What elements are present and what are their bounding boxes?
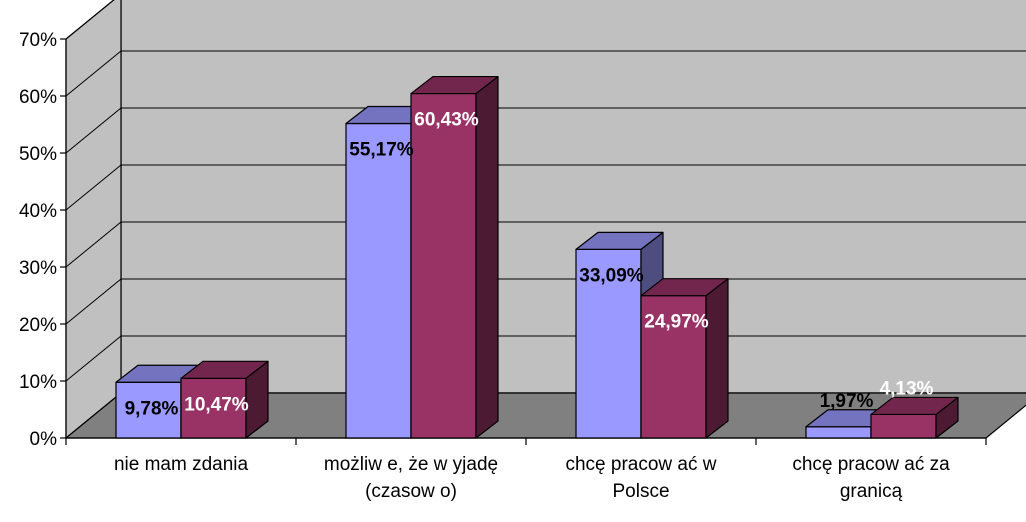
gridline [65, 164, 1026, 211]
bar-front [805, 426, 872, 439]
data-label: 60,43% [414, 110, 479, 131]
bar-top [640, 278, 729, 297]
x-category-label: chcę pracow ać za [792, 454, 950, 475]
gridline [65, 221, 1026, 268]
chart-back-wall [120, 0, 1026, 394]
x-category-label: chcę pracow ać w [565, 454, 716, 475]
bar-front [345, 122, 412, 439]
data-label: 55,17% [349, 140, 414, 161]
y-tick-label: 70% [19, 30, 57, 51]
bar-top [575, 231, 664, 250]
y-tick-label: 0% [30, 429, 58, 450]
x-category-label: możliw e, że w yjadę [324, 454, 498, 475]
gridline [65, 50, 1026, 97]
x-category-label: nie mam zdania [114, 454, 249, 475]
data-label: 9,78% [125, 398, 179, 419]
y-tick-label: 50% [19, 144, 57, 165]
chart-side-wall [65, 0, 122, 439]
bar-top [180, 360, 269, 379]
x-category-label: (czasow o) [365, 481, 457, 502]
data-label: 4,13% [880, 378, 934, 399]
data-label: 1,97% [820, 391, 874, 412]
bar-front [870, 413, 937, 439]
y-tick-label: 30% [19, 258, 57, 279]
y-tick-label: 20% [19, 315, 57, 336]
bar-side [475, 75, 499, 439]
data-label: 33,09% [579, 265, 644, 286]
y-tick-label: 60% [19, 87, 57, 108]
gridline [65, 0, 115, 40]
x-category-label: Polsce [612, 481, 669, 502]
bar-front [410, 92, 477, 439]
y-tick-label: 10% [19, 372, 57, 393]
bar-top [410, 75, 499, 95]
gridline [65, 107, 1026, 154]
gridline [65, 335, 1026, 382]
x-category-label: granicą [840, 481, 903, 502]
gridline [65, 278, 1026, 325]
y-tick-label: 40% [19, 201, 57, 222]
bar-side [705, 278, 729, 439]
data-label: 24,97% [644, 312, 709, 333]
data-label: 10,47% [184, 394, 249, 415]
bar-top [870, 396, 959, 416]
